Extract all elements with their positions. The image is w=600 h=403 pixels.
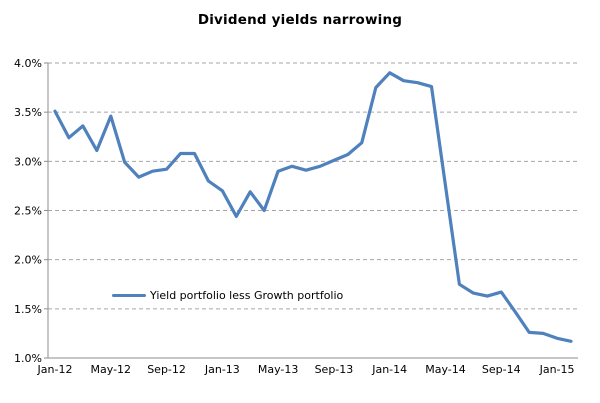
y-axis-tick-label: 3.0%	[14, 155, 42, 168]
y-axis-tick-label: 1.5%	[14, 303, 42, 316]
y-axis-tick-label: 2.0%	[14, 254, 42, 267]
x-axis-tick-label: Jan-12	[37, 363, 73, 376]
y-axis-tick-label: 2.5%	[14, 205, 42, 218]
legend-line-sample	[112, 293, 146, 298]
x-axis-tick-label: Jan-14	[371, 363, 407, 376]
legend: Yield portfolio less Growth portfolio	[112, 289, 343, 302]
x-axis-tick-label: Sep-14	[482, 363, 521, 376]
x-axis-tick-label: Sep-12	[147, 363, 186, 376]
y-axis-tick-label: 4.0%	[14, 57, 42, 70]
x-axis-tick-label: Jan-15	[539, 363, 575, 376]
x-axis-tick-label: Sep-13	[315, 363, 354, 376]
x-axis-tick-label: May-14	[425, 363, 466, 376]
x-axis-tick-label: May-12	[91, 363, 132, 376]
x-axis-tick-label: Jan-13	[204, 363, 240, 376]
y-axis-tick-label: 3.5%	[14, 106, 42, 119]
x-axis-tick-label: May-13	[258, 363, 299, 376]
series-line	[53, 71, 573, 343]
chart-title: Dividend yields narrowing	[197, 12, 403, 28]
legend-label: Yield portfolio less Growth portfolio	[150, 289, 344, 302]
y-axis-tick-label: 1.0%	[14, 352, 42, 365]
